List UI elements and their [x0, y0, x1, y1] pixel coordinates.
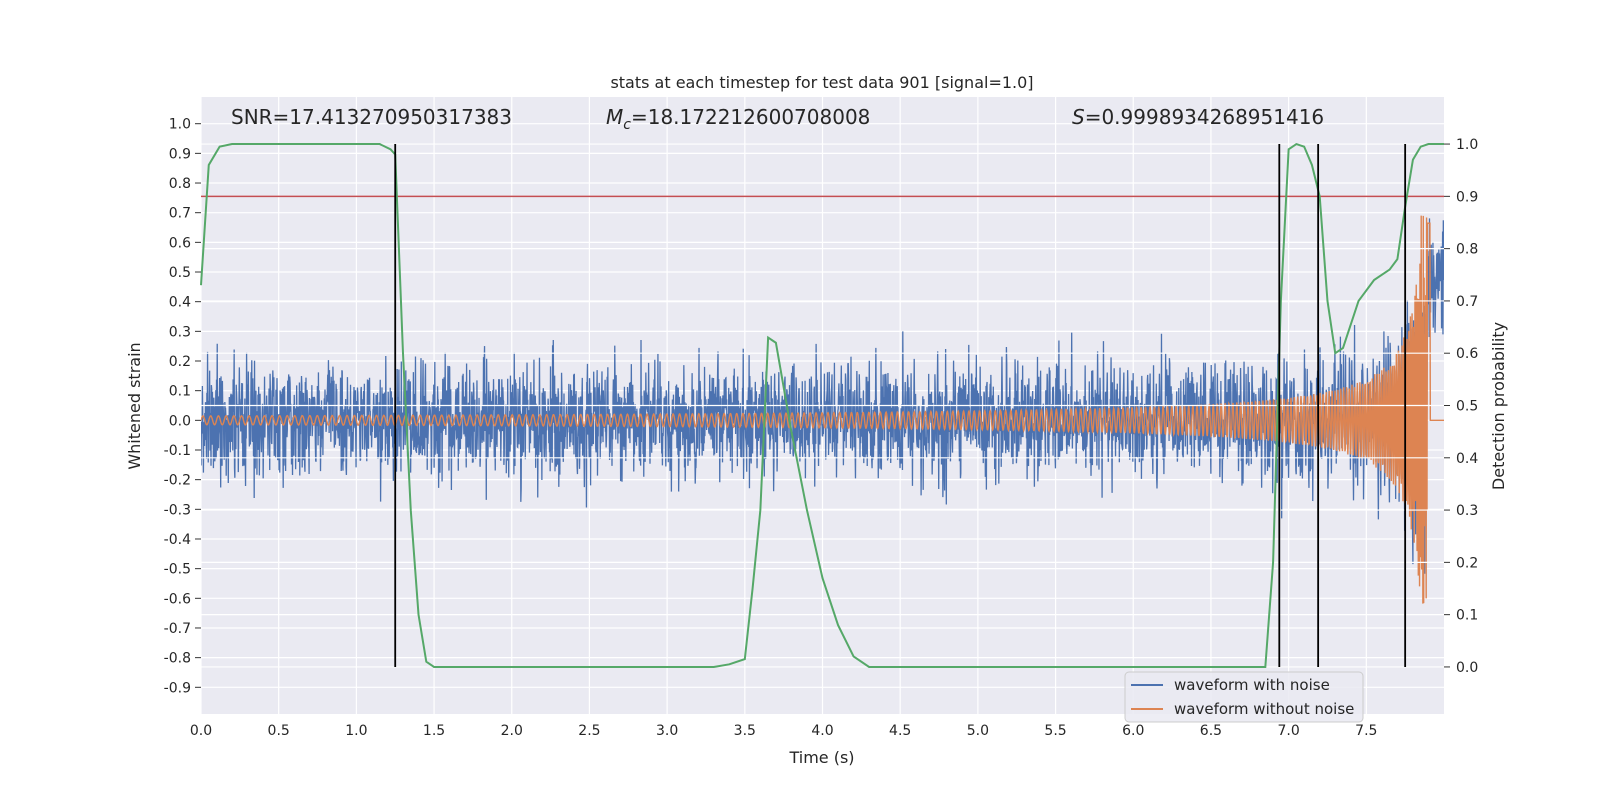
- x-tick-label: 3.0: [656, 723, 678, 739]
- y-tick-label: -0.6: [164, 591, 191, 607]
- y-axis-label: Whitened strain: [125, 342, 144, 469]
- y2-tick-label: 0.1: [1456, 608, 1478, 624]
- x-tick-label: 4.0: [811, 723, 833, 739]
- mc-symbol: M: [606, 105, 623, 129]
- x-tick-label: 5.0: [967, 723, 989, 739]
- series-detection-probability: [200, 142, 1444, 668]
- series-waveform-with-noise: [201, 218, 1444, 574]
- overlay: [200, 142, 1444, 668]
- plot-area: [201, 215, 1444, 604]
- x-tick-label: 4.5: [889, 723, 911, 739]
- y-tick-label: 0.3: [169, 324, 191, 340]
- score-annotation: S=0.9998934268951416: [1072, 105, 1324, 129]
- y-tick-label: -0.2: [164, 473, 191, 489]
- legend: waveform with noise waveform without noi…: [1124, 671, 1364, 723]
- y2-tick-label: 0.6: [1456, 346, 1478, 362]
- y2-tick-label: 0.7: [1456, 294, 1478, 310]
- y2-tick-label: 0.2: [1456, 555, 1478, 571]
- legend-label-clean: waveform without noise: [1174, 700, 1354, 718]
- y-tick-label: -0.3: [164, 502, 191, 518]
- chirp-mass-annotation: Mc=18.172212600708008: [606, 105, 870, 133]
- y2-tick-label: 0.4: [1456, 451, 1478, 467]
- mc-subscript: c: [623, 117, 631, 133]
- x-axis-label: Time (s): [788, 748, 854, 767]
- y-tick-label: -0.9: [164, 680, 191, 696]
- x-tick-label: 3.5: [734, 723, 756, 739]
- y-tick-label: -0.1: [164, 443, 191, 459]
- x-tick-label: 2.5: [578, 723, 600, 739]
- y-tick-label: -0.4: [164, 532, 191, 548]
- y2-tick-label: 0.5: [1456, 399, 1478, 415]
- x-tick-label: 2.0: [501, 723, 523, 739]
- x-tick-label: 5.5: [1044, 723, 1066, 739]
- x-tick-label: 0.5: [268, 723, 290, 739]
- y-tick-label: -0.5: [164, 562, 191, 578]
- legend-label-noisy: waveform with noise: [1174, 676, 1330, 694]
- axes: 0.0 0.5 1.0 1.5 2.0 2.5 3.0 3.5 4.0 4.5 5.0 5.5 6.0 6…: [164, 117, 1479, 739]
- x-tick-label: 6.5: [1200, 723, 1222, 739]
- mc-value: =18.172212600708008: [631, 105, 870, 129]
- x-tick-label: 1.5: [423, 723, 445, 739]
- legend-box: [1124, 671, 1364, 723]
- x-tick-label: 0.0: [190, 723, 212, 739]
- y-tick-label: 0.9: [169, 146, 191, 162]
- chart-title: stats at each timestep for test data 901…: [610, 73, 1033, 92]
- y2-tick-label: 0.3: [1456, 503, 1478, 519]
- y-tick-label: -0.8: [164, 651, 191, 667]
- x-tick-label: 1.0: [345, 723, 367, 739]
- y-tick-label: 0.4: [169, 295, 191, 311]
- y-tick-label: 0.1: [169, 384, 191, 400]
- y-tick-label: -0.7: [164, 621, 191, 637]
- y2-tick-label: 0.9: [1456, 189, 1478, 205]
- x-tick-label: 7.0: [1277, 723, 1299, 739]
- y2-tick-label: 1.0: [1456, 137, 1478, 153]
- y-tick-label: 1.0: [169, 117, 191, 133]
- x-tick-label: 6.0: [1122, 723, 1144, 739]
- y2-tick-label: 0.0: [1456, 660, 1478, 676]
- y2-tick-label: 0.8: [1456, 242, 1478, 258]
- y2-axis-label: Detection probability: [1489, 322, 1508, 490]
- y-tick-label: 0.8: [169, 176, 191, 192]
- y-tick-label: 0.0: [169, 413, 191, 429]
- series-waveform-without-noise: [201, 215, 1444, 604]
- s-symbol: S: [1072, 105, 1085, 129]
- y-tick-label: 0.6: [169, 235, 191, 251]
- y-tick-label: 0.5: [169, 265, 191, 281]
- y-tick-label: 0.7: [169, 206, 191, 222]
- s-value: =0.9998934268951416: [1085, 105, 1324, 129]
- snr-annotation: SNR=17.413270950317383: [231, 105, 512, 129]
- x-tick-label: 7.5: [1355, 723, 1377, 739]
- y-tick-label: 0.2: [169, 354, 191, 370]
